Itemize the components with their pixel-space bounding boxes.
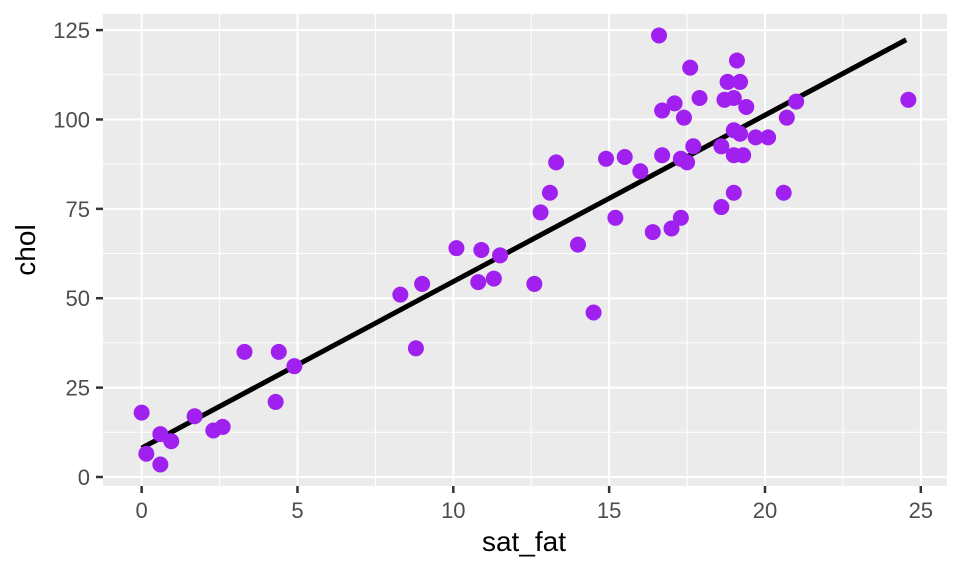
data-point (186, 408, 203, 425)
x-tick-label: 25 (909, 498, 933, 523)
x-tick-label: 5 (291, 498, 303, 523)
data-point (713, 138, 730, 155)
y-axis-title: chol (10, 224, 41, 275)
data-point (651, 27, 668, 44)
data-point (682, 59, 699, 76)
data-point (732, 73, 749, 90)
data-point (414, 275, 431, 292)
data-point (616, 149, 633, 166)
y-tick-label: 75 (66, 197, 90, 222)
data-point (526, 275, 543, 292)
data-point (735, 147, 752, 164)
data-point (672, 209, 689, 226)
data-point (666, 95, 683, 112)
x-tick-label: 0 (136, 498, 148, 523)
data-point (541, 184, 558, 201)
data-point (778, 109, 795, 126)
data-point (407, 340, 424, 357)
data-point (900, 91, 917, 108)
data-point (163, 433, 180, 450)
data-point (267, 393, 284, 410)
y-tick-label: 100 (53, 107, 90, 132)
data-point (728, 52, 745, 69)
data-point (598, 150, 615, 167)
data-point (392, 286, 409, 303)
data-point (675, 109, 692, 126)
data-point (654, 102, 671, 119)
axes: 0 5 10 15 20 25 0 25 50 75 100 125 (53, 18, 933, 523)
data-point (725, 184, 742, 201)
y-tick-label: 125 (53, 18, 90, 43)
data-point (607, 209, 624, 226)
data-point (679, 154, 696, 171)
data-point (585, 304, 602, 321)
data-point (133, 404, 150, 421)
data-point (485, 270, 502, 287)
data-point (747, 129, 764, 146)
data-point (644, 224, 661, 241)
data-point (685, 138, 702, 155)
data-point (654, 147, 671, 164)
data-point (236, 343, 253, 360)
x-axis-title: sat_fat (482, 526, 566, 557)
data-point (152, 456, 169, 473)
data-point (286, 358, 303, 375)
data-point (473, 241, 490, 258)
data-point (691, 90, 708, 107)
trend-line (140, 37, 908, 451)
data-point (738, 98, 755, 115)
data-point (532, 204, 549, 221)
data-point (788, 93, 805, 110)
data-point (632, 163, 649, 180)
y-tick-label: 50 (66, 286, 90, 311)
data-point (719, 73, 736, 90)
x-tick-label: 10 (441, 498, 465, 523)
data-point (448, 240, 465, 257)
data-layer (133, 27, 917, 473)
data-point (548, 154, 565, 171)
data-point (214, 418, 231, 435)
x-tick-label: 15 (597, 498, 621, 523)
data-point (732, 125, 749, 142)
data-point (725, 90, 742, 107)
data-point (270, 343, 287, 360)
data-point (760, 129, 777, 146)
data-point (492, 247, 509, 264)
data-point (663, 220, 680, 237)
data-point (713, 199, 730, 216)
data-point (470, 274, 487, 291)
data-point (569, 236, 586, 253)
x-tick-label: 20 (753, 498, 777, 523)
y-tick-label: 0 (78, 465, 90, 490)
data-point (775, 184, 792, 201)
y-tick-label: 25 (66, 376, 90, 401)
data-point (138, 445, 155, 462)
